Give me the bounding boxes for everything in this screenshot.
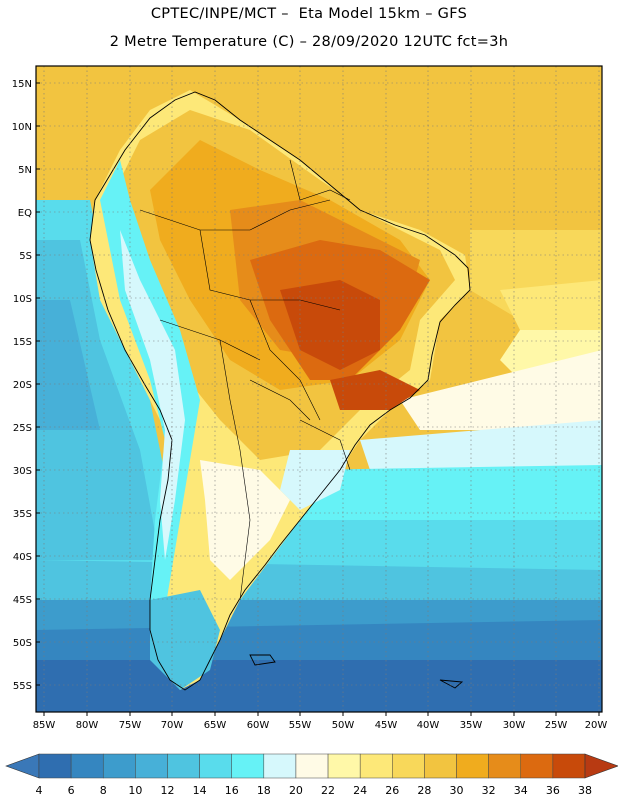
lat-label-35s: 35S bbox=[13, 509, 32, 520]
colorbar-label: 32 bbox=[482, 784, 496, 797]
colorbar-label: 18 bbox=[257, 784, 271, 797]
lon-label-45w: 45W bbox=[375, 720, 398, 731]
lat-label-50s: 50S bbox=[13, 638, 32, 649]
lon-label-20w: 20W bbox=[585, 720, 608, 731]
colorbar-labels: 4 6 8 10 12 14 16 18 20 22 24 26 28 30 32 34 36 38 bbox=[36, 784, 593, 797]
map-frame bbox=[35, 65, 603, 713]
temperature-map: 15N 10N 5N EQ 5S 10S 15S 20S 25S 30S 35S… bbox=[12, 65, 608, 731]
lat-label-10n: 10N bbox=[12, 122, 32, 133]
lat-label-45s: 45S bbox=[13, 595, 32, 606]
lat-label-40s: 40S bbox=[13, 552, 32, 563]
colorbar-label: 14 bbox=[193, 784, 207, 797]
colorbar-label: 6 bbox=[68, 784, 75, 797]
colorbar-bin bbox=[295, 753, 329, 779]
colorbar-label: 10 bbox=[128, 784, 142, 797]
colorbar-bin bbox=[488, 753, 522, 779]
lat-label-25s: 25S bbox=[13, 423, 32, 434]
map-title-line-1: CPTEC/INPE/MCT – Eta Model 15km – GFS bbox=[150, 6, 468, 22]
colorbar-label: 34 bbox=[514, 784, 528, 797]
colorbar-label: 38 bbox=[578, 784, 592, 797]
colorbar-bin bbox=[70, 753, 104, 779]
lat-label-5s: 5S bbox=[19, 251, 32, 262]
lon-label-75w: 75W bbox=[119, 720, 142, 731]
colorbar-label: 22 bbox=[321, 784, 335, 797]
lon-label-35w: 35W bbox=[460, 720, 483, 731]
lon-label-65w: 65W bbox=[204, 720, 227, 731]
colorbar-bin bbox=[456, 753, 489, 779]
lon-label-80w: 80W bbox=[76, 720, 99, 731]
lon-ticks bbox=[43, 712, 600, 716]
lat-label-20s: 20S bbox=[13, 380, 32, 391]
colorbar-bin bbox=[327, 753, 361, 779]
lon-label-50w: 50W bbox=[332, 720, 355, 731]
colorbar-label: 24 bbox=[353, 784, 367, 797]
colorbar-label: 28 bbox=[417, 784, 431, 797]
lat-label-10s: 10S bbox=[13, 294, 32, 305]
lon-label-25w: 25W bbox=[545, 720, 568, 731]
colorbar-bin bbox=[263, 753, 297, 779]
lat-label-5n: 5N bbox=[18, 165, 32, 176]
colorbar-bin bbox=[135, 753, 168, 779]
colorbar-bin bbox=[359, 753, 393, 779]
lon-label-85w: 85W bbox=[33, 720, 56, 731]
colorbar-bin bbox=[424, 753, 457, 779]
colorbar-bin bbox=[520, 753, 554, 779]
colorbar: 4 6 8 10 12 14 16 18 20 22 24 26 28 30 32 34 36 38 bbox=[5, 753, 618, 797]
colorbar-label: 4 bbox=[36, 784, 43, 797]
colorbar-bin bbox=[102, 753, 136, 779]
colorbar-bin bbox=[167, 753, 200, 779]
lat-label-15s: 15S bbox=[13, 337, 32, 348]
colorbar-bin bbox=[38, 753, 72, 779]
colorbar-above-arrow bbox=[584, 753, 618, 779]
lat-ticks bbox=[36, 82, 40, 686]
colorbar-bin bbox=[552, 753, 586, 779]
colorbar-bin bbox=[392, 753, 425, 779]
temperature-field bbox=[36, 66, 602, 712]
lon-label-60w: 60W bbox=[247, 720, 270, 731]
colorbar-label: 20 bbox=[289, 784, 303, 797]
lat-label-55s: 55S bbox=[13, 681, 32, 692]
colorbar-label: 30 bbox=[450, 784, 464, 797]
colorbar-bin bbox=[199, 753, 232, 779]
colorbar-below-arrow bbox=[5, 753, 40, 779]
lat-label-eq: EQ bbox=[18, 208, 32, 219]
colorbar-label: 12 bbox=[160, 784, 174, 797]
map-title-line-2: 2 Metre Temperature (C) – 28/09/2020 12U… bbox=[109, 34, 509, 50]
country-borders bbox=[139, 159, 351, 601]
colorbar-label: 26 bbox=[385, 784, 399, 797]
lat-label-30s: 30S bbox=[13, 466, 32, 477]
colorbar-label: 36 bbox=[546, 784, 560, 797]
coastlines bbox=[89, 91, 471, 691]
colorbar-label: 8 bbox=[100, 784, 107, 797]
colorbar-label: 16 bbox=[225, 784, 239, 797]
colorbar-bins bbox=[38, 753, 586, 779]
lon-label-30w: 30W bbox=[503, 720, 526, 731]
colorbar-bin bbox=[231, 753, 265, 779]
lon-label-55w: 55W bbox=[289, 720, 312, 731]
lon-label-40w: 40W bbox=[417, 720, 440, 731]
lat-label-15n: 15N bbox=[12, 79, 32, 90]
lon-label-70w: 70W bbox=[161, 720, 184, 731]
